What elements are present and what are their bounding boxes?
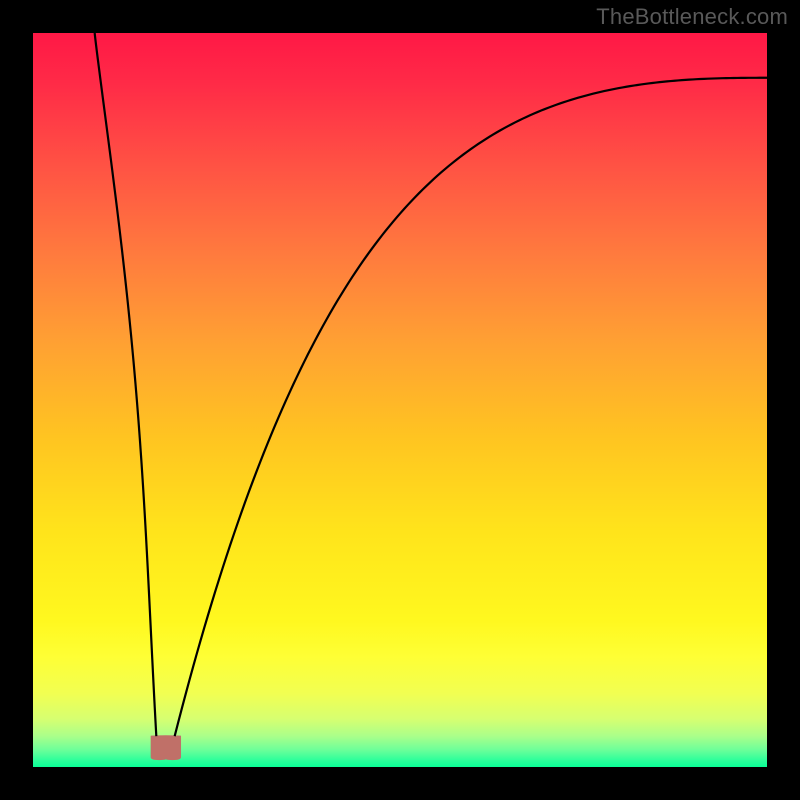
gradient-background (33, 33, 767, 767)
watermark-label: TheBottleneck.com (596, 4, 788, 30)
bottleneck-curve-chart (0, 0, 800, 800)
chart-frame: TheBottleneck.com (0, 0, 800, 800)
curve-dip-marker (151, 736, 180, 760)
